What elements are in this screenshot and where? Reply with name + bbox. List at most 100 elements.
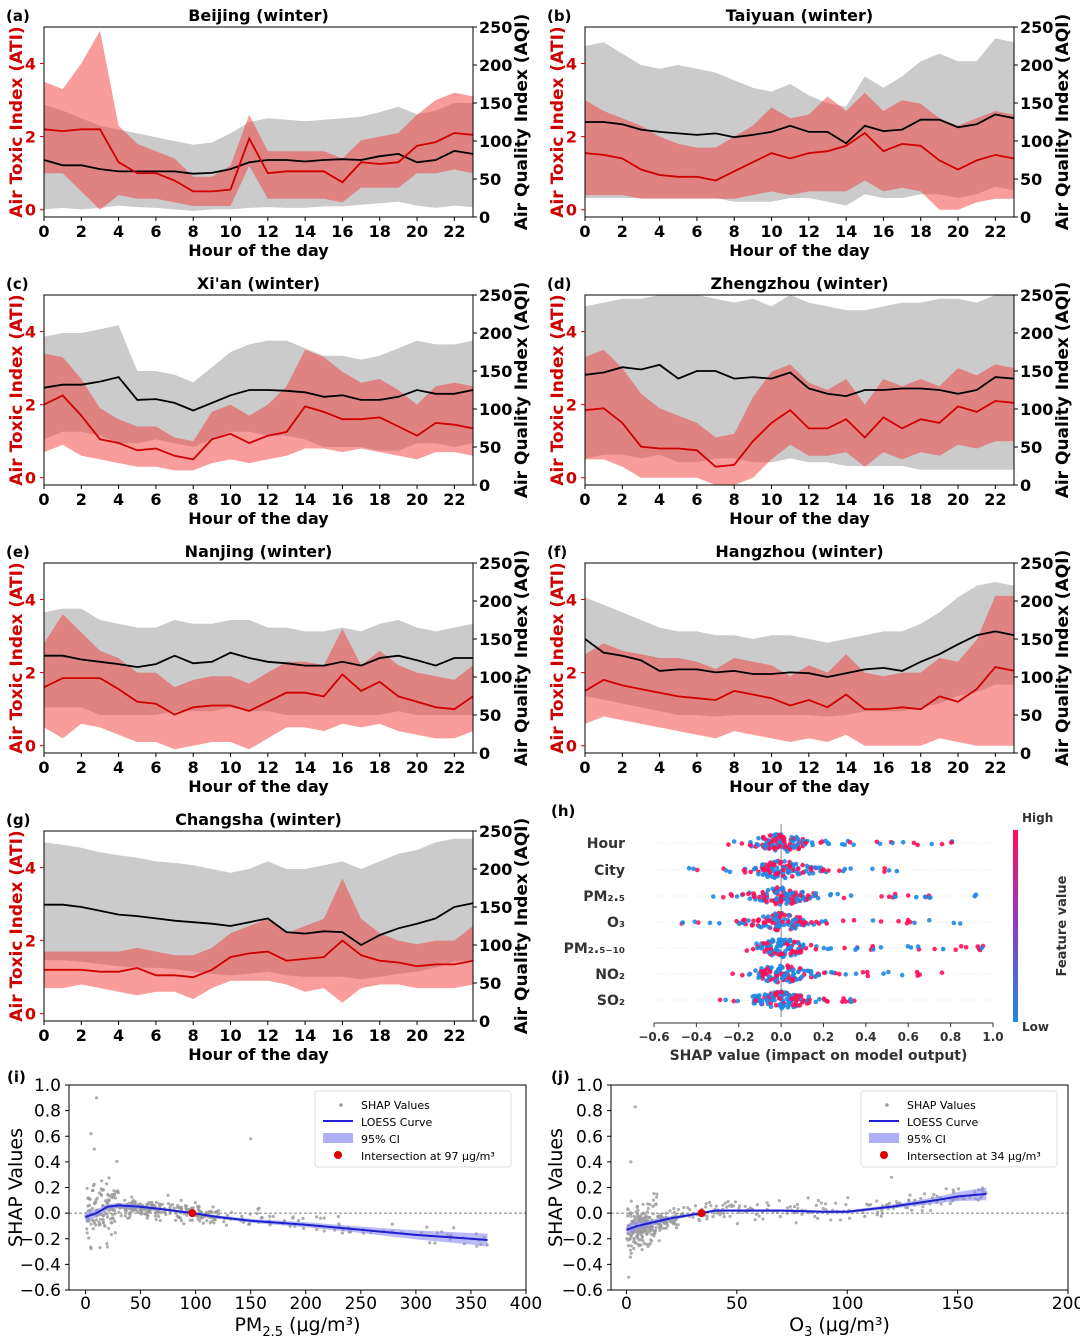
shap-point — [780, 965, 785, 970]
y-left-axis-label: Air Toxic Index (ATI) — [7, 26, 27, 217]
shap-point — [778, 1215, 782, 1219]
y-right-tick-label: 200 — [479, 592, 512, 611]
shap-point — [789, 920, 795, 926]
feature-label: City — [594, 863, 625, 879]
shap-point — [777, 1002, 783, 1007]
x-axis-label-subscript: 2.5 — [262, 1325, 283, 1340]
shap-point — [93, 1202, 97, 1206]
shap-point — [207, 1211, 211, 1215]
shap-point — [764, 947, 769, 952]
shap-point — [647, 1226, 651, 1230]
shap-point — [123, 1214, 127, 1218]
y-right-tick-label: 150 — [479, 362, 512, 381]
shap-point — [87, 1236, 91, 1240]
shap-point — [315, 1227, 319, 1231]
shap-point — [89, 1245, 93, 1249]
shap-point — [838, 1218, 843, 1222]
shap-point — [792, 1205, 797, 1209]
shap-point — [302, 1226, 306, 1230]
y-tick-label: −0.4 — [20, 1255, 61, 1275]
x-tick-label: 6 — [691, 758, 702, 777]
shap-point — [939, 1202, 943, 1206]
shap-point — [853, 971, 859, 976]
y-left-tick-label: 4 — [25, 323, 36, 342]
feature-label: O₃ — [607, 915, 625, 931]
shap-point — [761, 1217, 765, 1221]
ati-range-band — [585, 349, 1014, 485]
aqi-mean-line — [44, 902, 473, 947]
y-right-tick-label: 250 — [1020, 18, 1053, 37]
x-tick-label: 0.2 — [813, 1030, 834, 1044]
shap-point — [929, 1208, 933, 1213]
shap-point — [105, 1212, 109, 1216]
shap-point — [648, 1202, 652, 1207]
shap-point — [759, 1001, 764, 1007]
legend-marker-intersection — [880, 1151, 888, 1159]
y-right-tick-label: 250 — [479, 18, 512, 37]
shap-point — [672, 1210, 677, 1214]
ati-range-band — [44, 614, 473, 750]
shap-point — [113, 1231, 117, 1235]
shap-point — [704, 1205, 708, 1209]
shap-point — [257, 1206, 261, 1210]
shap-point — [91, 1188, 95, 1192]
shap-point — [729, 893, 735, 899]
shap-point — [771, 845, 777, 850]
shap-point — [119, 1214, 123, 1218]
x-axis-label: PM2.5 (μg/m³) — [234, 1314, 360, 1340]
shap-point — [809, 840, 815, 845]
x-tick-label: 22 — [443, 490, 465, 509]
shap-point — [643, 1215, 647, 1219]
x-tick-label: 4 — [113, 1026, 124, 1045]
x-tick-label: 22 — [984, 222, 1006, 241]
x-tick-label: 150 — [234, 1294, 266, 1314]
x-tick-label: 8 — [729, 222, 740, 241]
shap-point — [158, 1204, 162, 1208]
x-tick-label: 14 — [294, 222, 316, 241]
shap-point — [848, 1216, 852, 1220]
y-right-tick-label: 150 — [479, 630, 512, 649]
shap-point — [817, 996, 822, 1002]
plot-area — [585, 295, 1014, 485]
x-tick-label: 18 — [910, 222, 932, 241]
y-left-tick-label: 4 — [25, 859, 36, 878]
shap-point — [794, 1221, 798, 1225]
y-right-tick-label: 0 — [1020, 744, 1031, 763]
shap-point — [809, 920, 814, 925]
shap-point — [211, 1205, 215, 1209]
shap-point — [907, 919, 913, 925]
shap-point — [651, 1204, 655, 1208]
shap-point — [127, 1216, 131, 1220]
shap-point — [841, 895, 847, 901]
shap-point — [770, 837, 776, 843]
shap-point — [896, 919, 901, 924]
x-tick-label: 8 — [729, 490, 740, 509]
shap-point — [629, 1160, 633, 1164]
shap-point — [675, 1226, 679, 1230]
shap-point — [768, 946, 773, 952]
x-tick-label: 350 — [455, 1294, 487, 1314]
shap-point — [870, 866, 875, 872]
shap-point — [779, 1005, 784, 1011]
shap-point — [89, 1132, 93, 1136]
shap-point — [781, 837, 786, 842]
x-axis-label: Hour of the day — [188, 241, 329, 260]
shap-point — [728, 1214, 732, 1218]
shap-point — [632, 1246, 636, 1251]
shap-point — [786, 1206, 790, 1210]
shap-point — [636, 1236, 640, 1240]
y-axis-label: SHAP Values — [545, 1128, 567, 1247]
x-tick-label: 14 — [294, 490, 316, 509]
plot-frame — [584, 26, 1015, 218]
shap-point — [791, 977, 796, 982]
panel-letter: (a) — [6, 7, 30, 25]
shap-point — [175, 1205, 179, 1209]
y-right-tick-label: 50 — [479, 438, 501, 457]
shap-point — [628, 1255, 633, 1259]
x-tick-label: 12 — [257, 490, 279, 509]
shap-point — [766, 846, 772, 852]
y-right-tick-label: 250 — [479, 822, 512, 841]
shap-point — [641, 1211, 646, 1215]
plot-area — [44, 30, 473, 211]
shap-point — [851, 917, 857, 923]
